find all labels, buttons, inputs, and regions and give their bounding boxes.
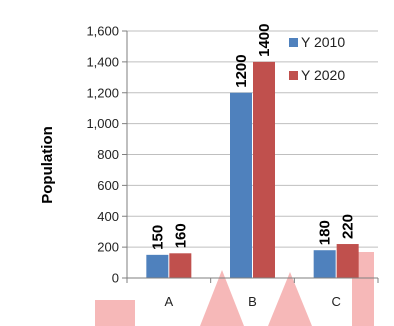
data-label: 180 (317, 220, 334, 245)
category-labels: A B C (164, 294, 340, 309)
y-tick-label: 1,000 (86, 116, 119, 131)
y-tick-label: 1,400 (86, 54, 119, 69)
y-tick-label: 400 (97, 209, 119, 224)
y-tick-label: 600 (97, 178, 119, 193)
grid (122, 30, 378, 279)
bar-b-y-2010 (230, 92, 252, 278)
bar-b-y-2020 (253, 61, 275, 278)
legend-label: Y 2010 (301, 34, 345, 50)
x-category-label: A (164, 294, 173, 309)
x-category-label: C (331, 294, 340, 309)
data-label: 220 (340, 214, 357, 239)
y-tick-label: 1,200 (86, 85, 119, 100)
bar-a-y-2020 (169, 253, 192, 278)
legend-label: Y 2020 (301, 67, 345, 83)
bar-c-y-2010 (313, 250, 336, 278)
data-label: 1400 (256, 24, 273, 57)
y-axis-title: Population (39, 126, 56, 204)
y-tick-label: 1,600 (86, 24, 119, 39)
y-tick-label: 800 (97, 147, 119, 162)
legend-swatch (289, 38, 298, 47)
data-labels: 150 160 1200 1400 180 220 (149, 24, 356, 250)
data-label: 150 (149, 225, 166, 250)
bar-a-y-2010 (146, 254, 169, 278)
legend-swatch (289, 71, 298, 80)
watermark-left-block (95, 300, 135, 326)
legend: Y 2010 Y 2020 (289, 34, 345, 83)
watermark-letter-a1 (200, 270, 244, 326)
y-tick-label: 0 (112, 271, 119, 286)
x-category-label: B (248, 294, 257, 309)
bar-c-y-2020 (336, 244, 359, 278)
data-label: 160 (172, 223, 189, 248)
axes (126, 31, 379, 283)
data-label: 1200 (233, 54, 250, 87)
y-tick-labels: 0 200 400 600 800 1,000 1,200 1,400 1,600 (86, 24, 119, 286)
bars (146, 61, 359, 278)
y-tick-label: 200 (97, 240, 119, 255)
watermark-letter-a2 (268, 272, 312, 326)
